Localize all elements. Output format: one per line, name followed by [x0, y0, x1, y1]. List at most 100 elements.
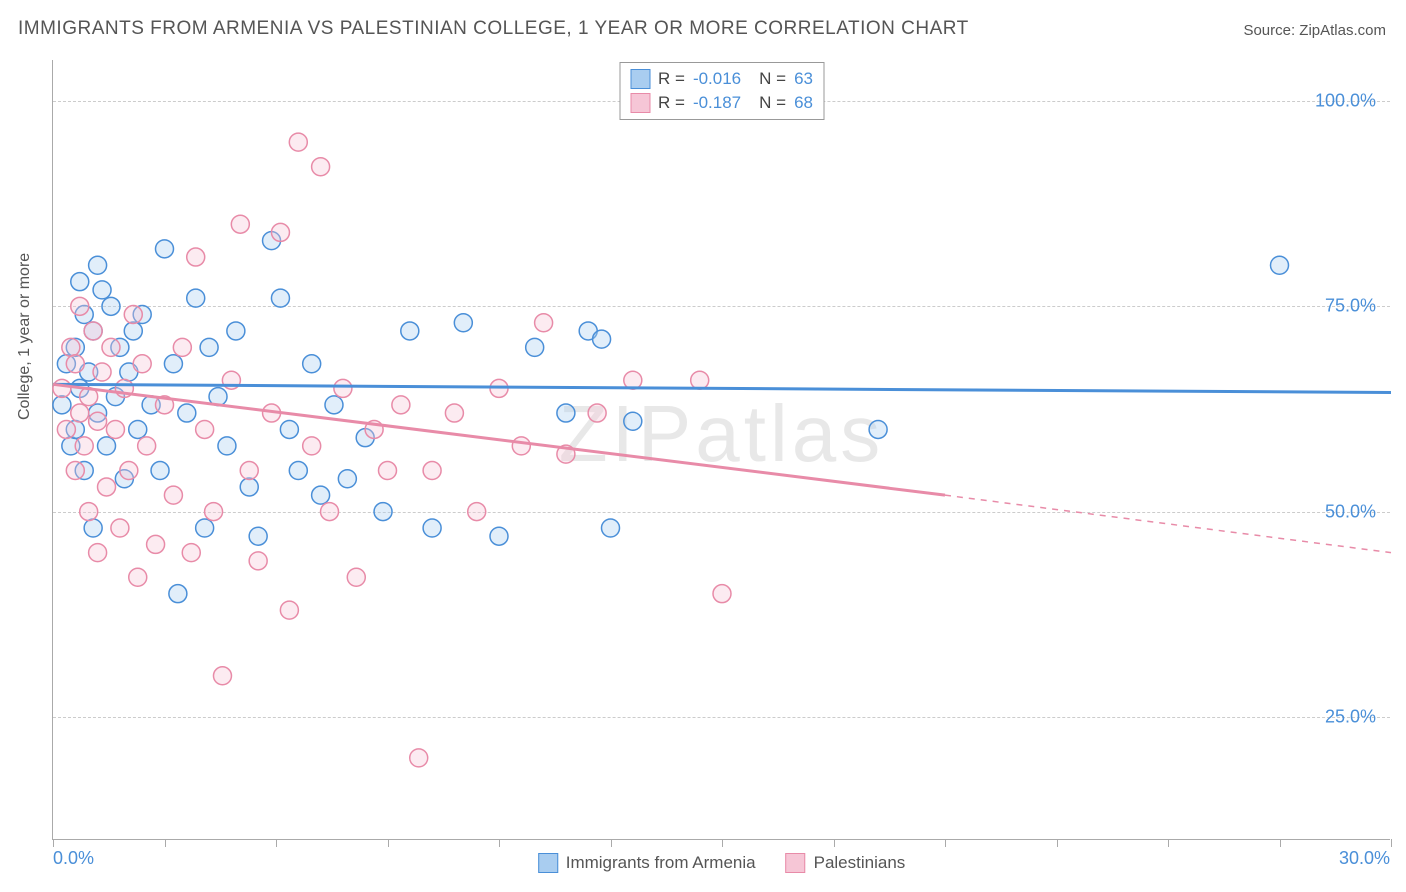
scatter-point	[138, 437, 156, 455]
scatter-point	[535, 314, 553, 332]
scatter-point	[347, 568, 365, 586]
plot-area: ZIPatlas 25.0%50.0%75.0%100.0% 0.0% 30.0…	[52, 60, 1390, 840]
scatter-point	[187, 248, 205, 266]
scatter-point	[1271, 256, 1289, 274]
scatter-point	[66, 462, 84, 480]
scatter-point	[205, 503, 223, 521]
scatter-point	[129, 420, 147, 438]
scatter-point	[392, 396, 410, 414]
scatter-point	[129, 568, 147, 586]
scatter-point	[89, 412, 107, 430]
scatter-point	[80, 503, 98, 521]
scatter-point	[71, 273, 89, 291]
scatter-point	[691, 371, 709, 389]
scatter-point	[89, 544, 107, 562]
chart-title: IMMIGRANTS FROM ARMENIA VS PALESTINIAN C…	[18, 18, 969, 40]
series-label-0: Immigrants from Armenia	[566, 853, 756, 873]
scatter-point	[187, 289, 205, 307]
scatter-point	[312, 486, 330, 504]
legend-swatch-armenia	[630, 69, 650, 89]
scatter-point	[526, 338, 544, 356]
scatter-point	[169, 585, 187, 603]
trend-line-dashed	[945, 495, 1391, 552]
scatter-point	[173, 338, 191, 356]
scatter-point	[280, 601, 298, 619]
scatter-point	[102, 297, 120, 315]
scatter-point	[84, 322, 102, 340]
scatter-point	[240, 478, 258, 496]
correlation-legend: R = -0.016 N = 63 R = -0.187 N = 68	[619, 62, 824, 120]
scatter-point	[593, 330, 611, 348]
xtick-mark	[945, 839, 946, 847]
scatter-point	[57, 420, 75, 438]
scatter-point	[240, 462, 258, 480]
legend-r-label-1: R =	[658, 93, 685, 113]
scatter-point	[84, 519, 102, 537]
series-legend-item-1: Palestinians	[786, 853, 906, 873]
scatter-point	[178, 404, 196, 422]
scatter-point	[325, 396, 343, 414]
series-swatch-armenia	[538, 853, 558, 873]
scatter-point	[124, 322, 142, 340]
scatter-point	[423, 462, 441, 480]
scatter-point	[231, 215, 249, 233]
legend-r-label-0: R =	[658, 69, 685, 89]
scatter-point	[53, 396, 71, 414]
scatter-point	[98, 478, 116, 496]
xtick-mark	[1280, 839, 1281, 847]
scatter-point	[164, 486, 182, 504]
scatter-point	[66, 355, 84, 373]
scatter-point	[490, 527, 508, 545]
scatter-point	[289, 462, 307, 480]
trend-line	[53, 384, 1391, 392]
xtick-mark	[1168, 839, 1169, 847]
scatter-point	[602, 519, 620, 537]
correlation-legend-row-1: R = -0.187 N = 68	[630, 91, 813, 115]
series-label-1: Palestinians	[814, 853, 906, 873]
scatter-point	[102, 338, 120, 356]
scatter-point	[196, 519, 214, 537]
scatter-point	[227, 322, 245, 340]
xtick-mark	[1057, 839, 1058, 847]
xtick-mark	[165, 839, 166, 847]
scatter-point	[156, 240, 174, 258]
scatter-point	[98, 437, 116, 455]
scatter-point	[93, 363, 111, 381]
series-swatch-palestinians	[786, 853, 806, 873]
scatter-point	[289, 133, 307, 151]
legend-r-value-0: -0.016	[693, 69, 741, 89]
scatter-point	[303, 437, 321, 455]
legend-n-label-0: N =	[759, 69, 786, 89]
scatter-point	[321, 503, 339, 521]
scatter-point	[133, 355, 151, 373]
scatter-point	[71, 297, 89, 315]
scatter-point	[249, 527, 267, 545]
scatter-point	[218, 437, 236, 455]
trend-line	[53, 384, 945, 495]
x-axis-max-label: 30.0%	[1339, 848, 1390, 869]
scatter-point	[111, 519, 129, 537]
scatter-point	[869, 420, 887, 438]
scatter-point	[249, 552, 267, 570]
legend-n-value-0: 63	[794, 69, 813, 89]
scatter-point	[445, 404, 463, 422]
xtick-mark	[53, 839, 54, 847]
y-axis-label: College, 1 year or more	[16, 253, 34, 420]
series-legend-item-0: Immigrants from Armenia	[538, 853, 756, 873]
scatter-point	[280, 420, 298, 438]
legend-swatch-palestinians	[630, 93, 650, 113]
scatter-point	[468, 503, 486, 521]
series-legend: Immigrants from Armenia Palestinians	[538, 853, 906, 873]
scatter-point	[374, 503, 392, 521]
scatter-point	[200, 338, 218, 356]
scatter-point	[75, 437, 93, 455]
scatter-point	[53, 379, 71, 397]
scatter-point	[410, 749, 428, 767]
scatter-point	[338, 470, 356, 488]
xtick-mark	[499, 839, 500, 847]
scatter-point	[124, 306, 142, 324]
scatter-point	[512, 437, 530, 455]
xtick-mark	[1391, 839, 1392, 847]
scatter-point	[334, 379, 352, 397]
correlation-legend-row-0: R = -0.016 N = 63	[630, 67, 813, 91]
